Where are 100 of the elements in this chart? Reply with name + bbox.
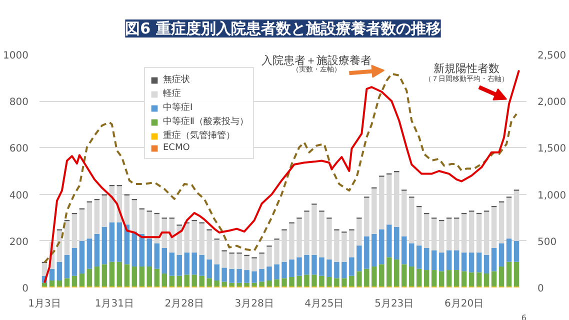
bar [229,282,234,287]
bar [146,238,152,267]
bar [72,248,78,276]
bar [229,268,234,283]
bar [274,279,280,287]
bar [304,274,310,287]
bar [79,274,85,287]
bar [169,276,174,287]
bar [498,266,504,287]
bar [408,266,414,287]
bar [386,174,392,225]
bar [312,274,317,287]
bar [356,271,362,287]
bar [379,176,384,230]
bar [192,274,197,287]
y-tick-label: 600 [9,144,29,155]
bar [229,254,234,269]
bar [259,282,264,287]
bar [222,282,227,287]
bar [438,252,444,272]
bar [326,277,332,287]
bar [431,250,437,270]
bar [42,263,48,276]
bar [244,270,250,283]
bar [184,252,190,275]
y-tick-label: 0 [22,284,29,294]
x-tick-label: 1月3日 [28,298,61,310]
bar [139,266,145,287]
bar [438,271,444,287]
bar [116,222,122,262]
bar [252,271,257,283]
bar [266,280,272,287]
bar [86,268,92,287]
bar [498,243,504,267]
y2-tick-label: 2,500 [538,50,566,62]
legend-label: 中等症Ⅰ [163,102,193,114]
bar [176,276,182,287]
bar [454,270,460,287]
y-tick-label: 800 [9,97,29,108]
bar [334,262,340,278]
bar [484,254,490,274]
bar [259,268,264,282]
bar [372,188,377,234]
bar [506,198,512,239]
bar [461,252,467,272]
bar [64,254,70,278]
bar [199,276,204,287]
bar [424,270,430,287]
bar [326,260,332,278]
bar [206,278,212,287]
bar [244,256,250,270]
bar [102,264,108,287]
legend-label: 無症状 [163,74,190,86]
bar [424,248,430,270]
bar [296,257,302,276]
bar [372,234,377,267]
bar [244,282,250,287]
series-label: 入院患者＋施設療養者 [262,54,372,67]
bar [94,234,100,267]
bar [282,262,287,278]
bar [454,250,460,270]
bar [394,226,400,260]
bar [139,209,145,234]
y2-tick-label: 0 [538,284,544,294]
bar [56,262,62,281]
bar [236,254,242,269]
bar [154,268,160,287]
bar [132,266,138,287]
y-tick-label: 200 [9,236,29,248]
bar [86,202,92,239]
x-tick-label: 1月31日 [94,298,134,310]
bar [342,262,347,278]
bar [468,272,474,287]
bar [461,271,467,287]
bar [446,250,452,270]
bar [394,260,400,287]
bar [431,270,437,287]
series-label: 新規陽性者数 [434,62,500,75]
bar [124,195,130,225]
bar [116,262,122,287]
bar [49,280,55,287]
bar [319,257,324,276]
bar [386,257,392,287]
bar [192,252,197,275]
bar [102,195,108,227]
bar [379,264,384,287]
bar [349,276,354,287]
bar [319,276,324,287]
bar [252,282,257,287]
bar [356,246,362,272]
x-tick-label: 5月23日 [374,298,414,310]
bar [236,282,242,287]
bar [364,236,370,269]
bar [312,254,317,275]
bar [64,278,70,287]
bar [72,276,78,287]
bar [132,200,138,232]
bar [162,248,167,274]
bar [259,254,264,269]
bar [146,266,152,287]
